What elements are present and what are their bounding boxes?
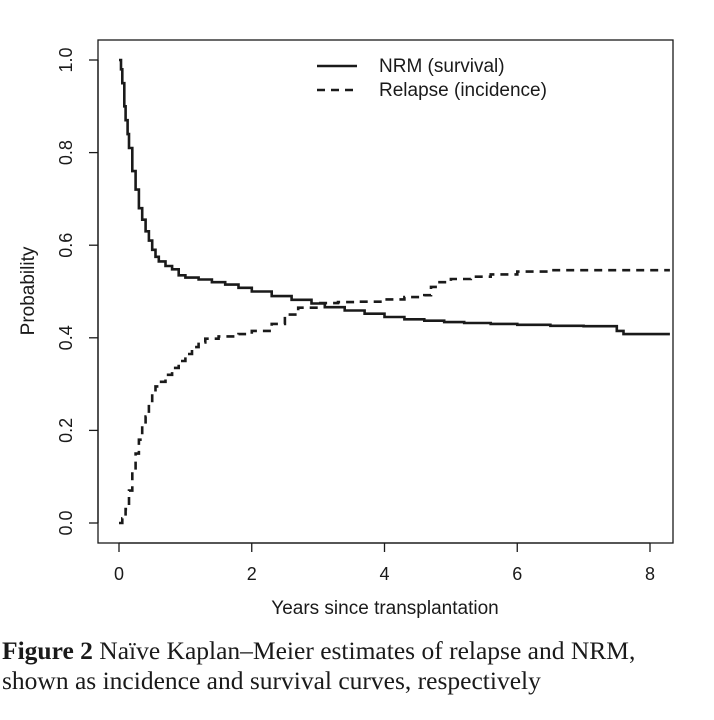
y-tick-label: 0.4: [56, 325, 76, 350]
x-axis: 0 2 4 6 8: [114, 542, 655, 584]
plot-frame: [97, 39, 674, 544]
y-axis-label: Probability: [18, 246, 39, 335]
caption-text: Naïve Kaplan–Meier estimates of relapse …: [2, 636, 636, 695]
series-layer: [119, 58, 670, 525]
y-tick-label: 0.8: [56, 140, 76, 165]
legend-label-relapse: Relapse (incidence): [379, 80, 547, 101]
kaplan-meier-chart: 0.0 0.2 0.4 0.6 0.8 1.0 0 2 4 6 8 Probability Yea…: [18, 39, 674, 619]
x-tick-label: 2: [247, 564, 257, 584]
legend: NRM (survival) Relapse (incidence): [317, 56, 547, 101]
x-tick-label: 0: [114, 564, 124, 584]
y-axis: 0.0 0.2 0.4 0.6 0.8 1.0: [56, 47, 99, 536]
figure-caption: Figure 2 Naïve Kaplan–Meier estimates of…: [2, 636, 708, 696]
relapse-incidence-curve: [119, 268, 670, 525]
y-tick-label: 0.6: [56, 233, 76, 258]
x-tick-label: 6: [512, 564, 522, 584]
y-tick-label: 0.2: [56, 418, 76, 443]
x-tick-label: 8: [645, 564, 655, 584]
y-tick-label: 0.0: [56, 510, 76, 535]
x-tick-label: 4: [379, 564, 389, 584]
legend-label-nrm: NRM (survival): [379, 56, 505, 77]
x-axis-label: Years since transplantation: [271, 598, 498, 619]
caption-label: Figure 2: [2, 636, 93, 665]
y-tick-label: 1.0: [56, 47, 76, 72]
nrm-survival-curve: [119, 58, 670, 336]
